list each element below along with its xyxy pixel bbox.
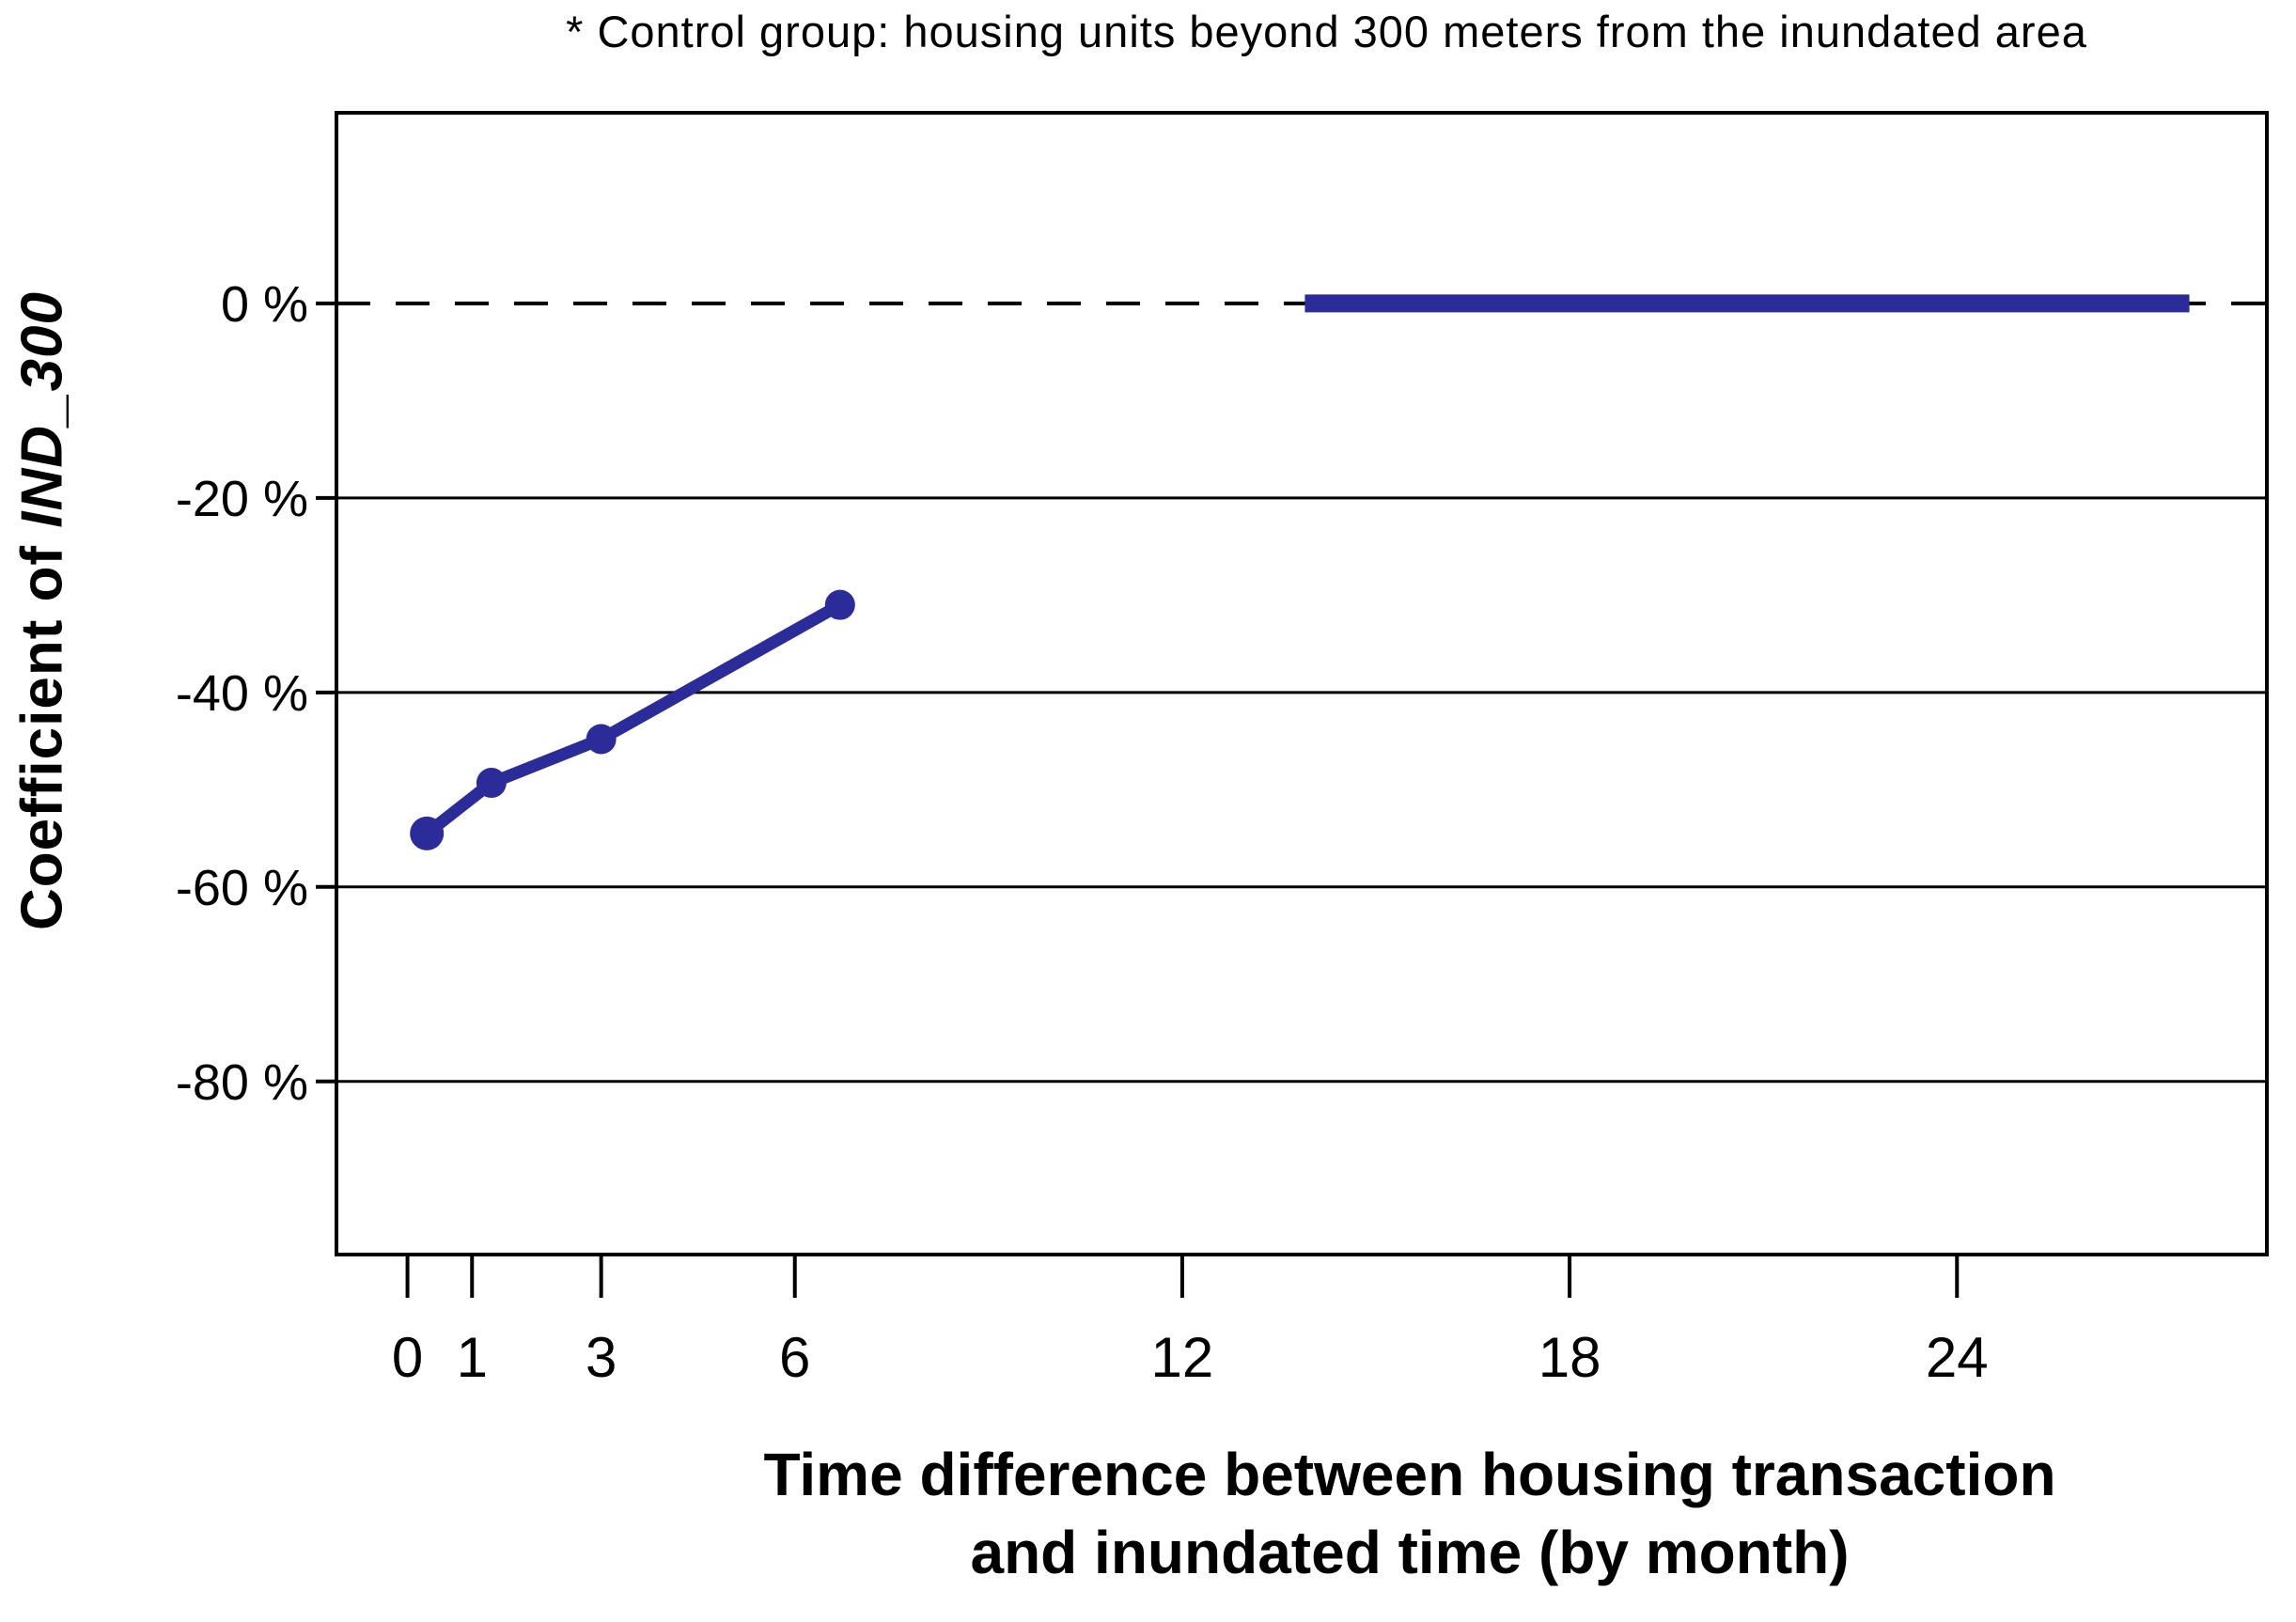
data-point-marker: [586, 724, 617, 755]
y-tick-label: -60 %: [176, 860, 308, 916]
data-point-marker: [476, 768, 507, 799]
chart-title: * Control group: housing units beyond 30…: [566, 7, 2087, 56]
x-tick-label: 1: [457, 1326, 488, 1389]
y-tick-label: -80 %: [176, 1054, 308, 1111]
x-tick-label: 3: [586, 1326, 617, 1389]
x-axis-title-line1: Time difference between housing transact…: [763, 1441, 2056, 1508]
y-tick-label: 0 %: [221, 276, 308, 333]
x-tick-label: 0: [392, 1326, 423, 1389]
plot-border: [335, 111, 2269, 1256]
x-tick-label: 6: [779, 1326, 810, 1389]
x-tick-label: 24: [1926, 1326, 1989, 1389]
data-point-marker: [410, 816, 445, 850]
x-tick-label: 12: [1151, 1326, 1214, 1389]
coefficient-line: [420, 599, 847, 840]
y-tick-label: -20 %: [176, 471, 308, 527]
x-axis-title: Time difference between housing transact…: [523, 1436, 2296, 1592]
data-point-marker: [824, 589, 855, 620]
x-axis-title-line2: and inundated time (by month): [970, 1519, 1850, 1587]
x-tick-label: 18: [1538, 1326, 1601, 1389]
y-tick-label: -40 %: [176, 665, 308, 722]
